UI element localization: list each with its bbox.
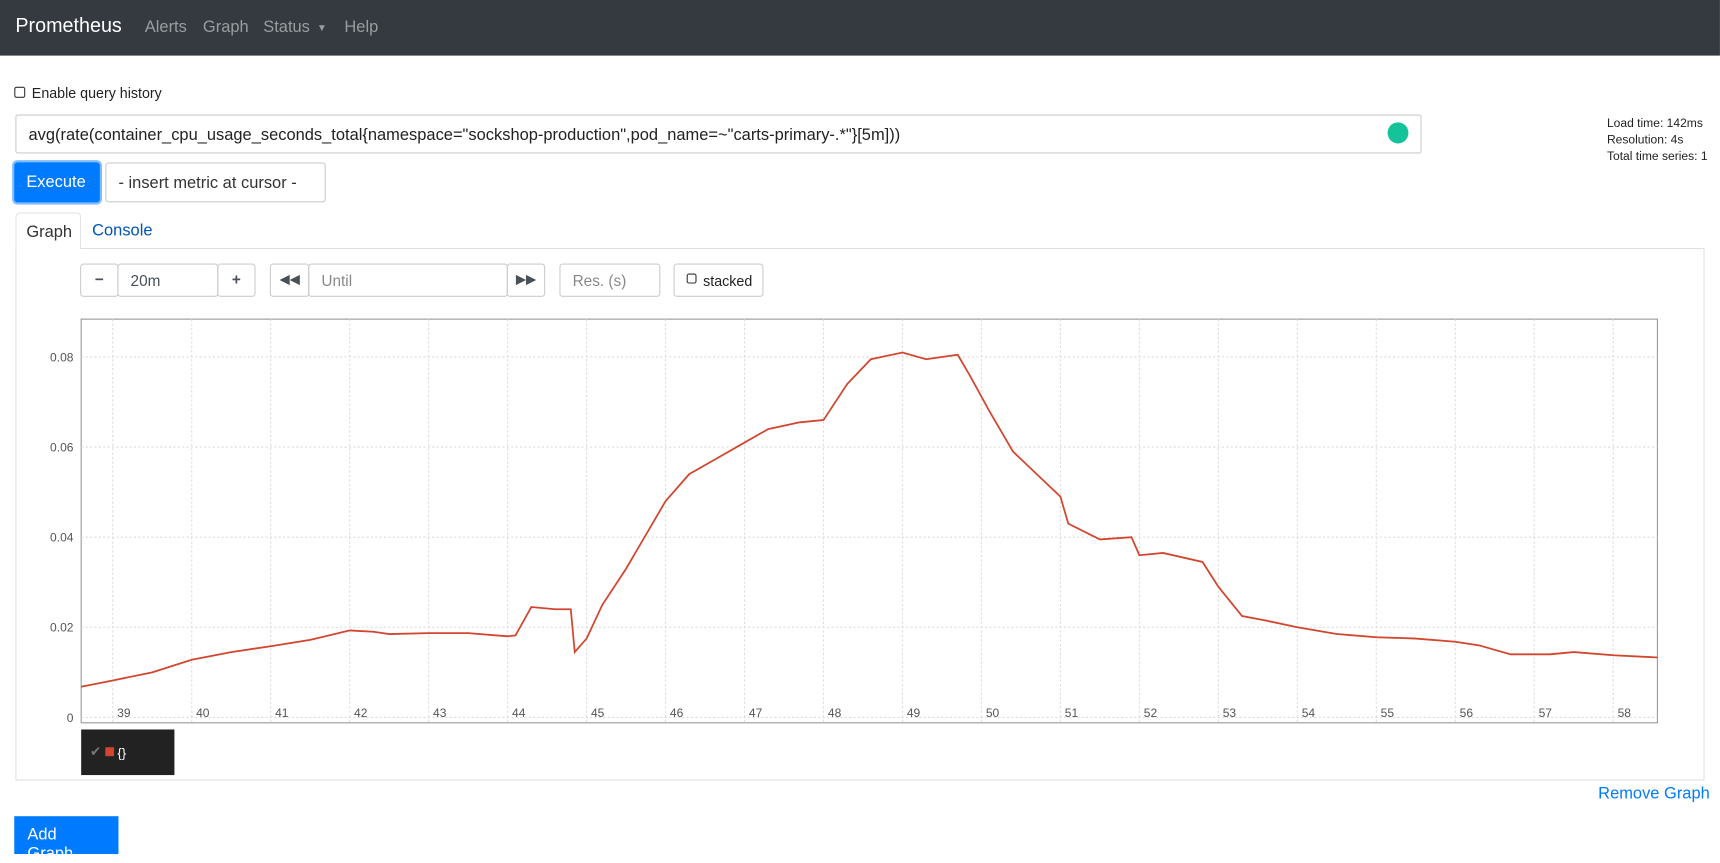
x-tick-label: 42: [354, 706, 368, 720]
grow-range[interactable]: +: [217, 263, 256, 297]
stat: Total time series: 1: [1606, 150, 1708, 164]
nav-link[interactable]: Status: [263, 17, 310, 37]
legend: ✔ {}: [81, 729, 175, 776]
plot-area: [80, 318, 1658, 724]
select-text: - insert metric at cursor -: [118, 173, 297, 193]
expression-input[interactable]: avg(rate(container_cpu_usage_seconds_tot…: [15, 114, 1422, 154]
y-tick-label: 0.08: [50, 350, 74, 364]
checkbox[interactable]: [14, 86, 26, 98]
forward-button[interactable]: ▶▶: [506, 263, 546, 297]
dropdown-caret: ▼: [317, 22, 327, 34]
brand[interactable]: Prometheus: [15, 14, 122, 37]
stats: Load time: 142ms Resolution: 4s Total time…: [1607, 116, 1708, 166]
x-tick-label: 55: [1381, 706, 1395, 720]
tab[interactable]: Console: [92, 221, 153, 241]
x-tick-label: 51: [1065, 706, 1079, 720]
x-tick-label: 47: [749, 706, 763, 720]
back-button[interactable]: ◀◀: [269, 263, 310, 297]
x-tick-label: 48: [828, 706, 842, 720]
y-tick-label: 0: [67, 711, 74, 725]
series-line: [81, 351, 1658, 688]
resolution-input[interactable]: Res. (s): [559, 263, 661, 297]
metric-select[interactable]: - insert metric at cursor -: [105, 162, 326, 203]
checkbox[interactable]: [686, 273, 697, 284]
x-tick-label: 57: [1539, 706, 1553, 720]
x-tick-label: 39: [117, 706, 131, 720]
x-tick-label: 54: [1302, 706, 1316, 720]
x-tick-label: 58: [1618, 706, 1632, 720]
x-tick-label: 41: [275, 706, 289, 720]
y-tick-label: 0.06: [50, 440, 74, 454]
x-tick-label: 45: [591, 706, 605, 720]
until-input[interactable]: Until: [308, 263, 508, 297]
shrink-range[interactable]: −: [80, 263, 119, 297]
tab-active[interactable]: Graph: [15, 212, 82, 250]
stat: Load time: 142ms: [1606, 116, 1703, 131]
navbar: [0, 0, 1720, 56]
nav-link[interactable]: Help: [344, 17, 379, 37]
x-tick-label: 43: [433, 706, 447, 720]
x-tick-label: 53: [1223, 706, 1237, 720]
x-tick-label: 52: [1144, 706, 1158, 720]
graph-panel: [15, 247, 1705, 781]
grammarly-icon[interactable]: [1387, 122, 1409, 144]
y-tick-label: 0.02: [50, 621, 74, 635]
x-tick-label: 46: [670, 706, 684, 720]
nav-link[interactable]: Alerts: [144, 17, 187, 37]
x-tick-label: 50: [986, 706, 1000, 720]
execute-button[interactable]: Execute: [14, 162, 100, 203]
stacked-button[interactable]: stacked: [673, 263, 764, 297]
x-tick-label: 49: [907, 706, 921, 720]
legend-check[interactable]: ✔: [89, 743, 101, 760]
stat: Resolution: 4s: [1606, 133, 1684, 147]
x-tick-label: 44: [512, 706, 526, 720]
nav-link[interactable]: Graph: [202, 17, 249, 37]
remove-graph[interactable]: Remove Graph: [1598, 783, 1710, 803]
add-graph[interactable]: Add Graph: [14, 816, 119, 863]
y-tick-label: 0.04: [50, 531, 74, 545]
legend-label[interactable]: {}: [117, 745, 127, 761]
x-tick-label: 56: [1460, 706, 1474, 720]
legend-swatch: [105, 747, 115, 757]
chart: 0 0.02 0.04 0.06 0.08 39 40 41 42 43 44 45 46 47 48 49 5…: [50, 318, 1658, 725]
x-tick-label: 40: [196, 706, 210, 720]
label: Enable query history: [31, 84, 162, 102]
range-input[interactable]: 20m: [117, 263, 219, 297]
